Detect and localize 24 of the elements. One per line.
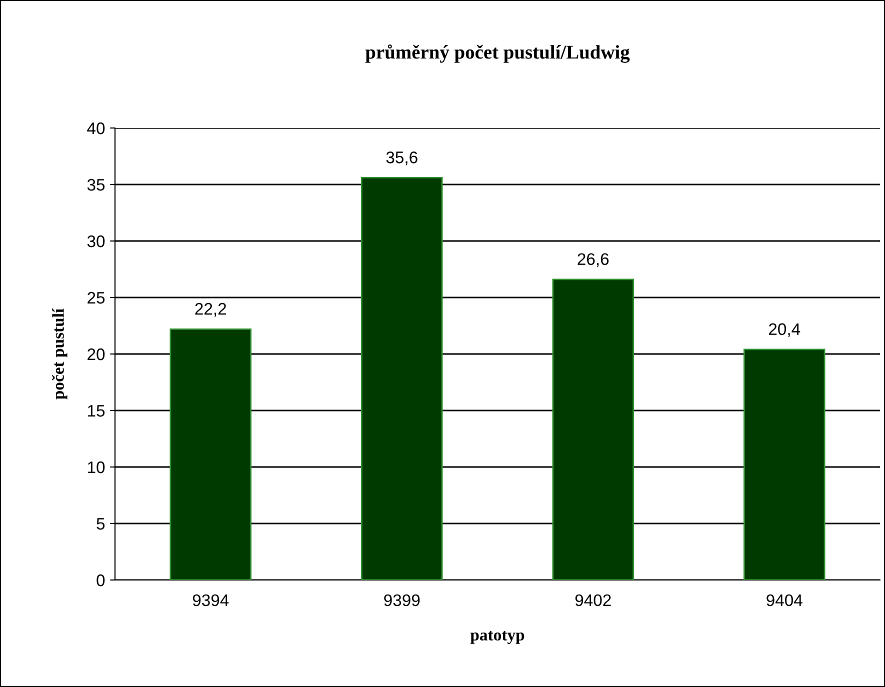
y-tick-label: 40 — [87, 122, 105, 134]
y-tick-label: 30 — [87, 235, 105, 248]
x-tick-label: 9404 — [766, 594, 802, 606]
x-tick-label: 9402 — [575, 594, 611, 606]
y-axis-title: počet pustulí — [52, 308, 68, 400]
x-tick-label: 9399 — [384, 594, 420, 606]
data-label: 26,6 — [578, 253, 609, 267]
y-tick-label: 35 — [87, 178, 105, 191]
x-axis-title: patotyp — [470, 631, 524, 644]
y-tick-label: 15 — [88, 405, 105, 417]
y-tick-label: 5 — [96, 518, 105, 530]
bar — [361, 177, 443, 580]
data-label: 20,4 — [768, 323, 800, 338]
chart-title: průměrný počet pustulí/Ludwig — [365, 44, 630, 63]
bar — [170, 328, 252, 580]
y-tick-label: 10 — [88, 461, 105, 474]
bar — [552, 278, 634, 580]
y-tick-label: 0 — [96, 574, 105, 586]
y-tick-label: 25 — [88, 292, 105, 304]
data-label: 35,6 — [386, 152, 418, 166]
data-label: 22,2 — [195, 302, 226, 317]
bar — [744, 348, 826, 580]
y-tick-label: 20 — [88, 348, 105, 360]
x-tick-label: 9394 — [192, 594, 229, 606]
